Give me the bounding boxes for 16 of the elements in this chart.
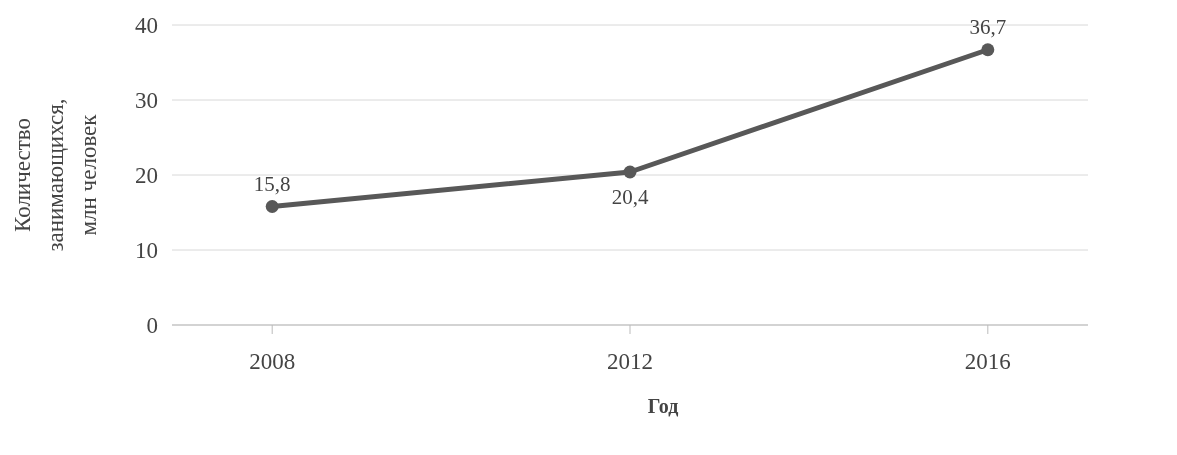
x-tick-label: 2012 <box>607 349 653 374</box>
point <box>981 43 995 57</box>
y-tick-label: 30 <box>135 88 158 114</box>
data-label: 36,7 <box>969 14 1007 39</box>
y-axis-title: Количество занимающихся, млн человек <box>10 98 101 252</box>
x-axis-title: Год <box>647 395 679 417</box>
x-tick-label: 2008 <box>249 349 296 374</box>
x-tick-label: 2016 <box>964 349 1011 374</box>
y-tick-label: 40 <box>135 13 158 39</box>
point <box>265 200 279 213</box>
y-tick-label: 0 <box>146 313 158 339</box>
data-label: 20,4 <box>611 185 649 209</box>
point <box>623 165 637 179</box>
y-tick-label: 10 <box>135 238 158 264</box>
data-label: 15,8 <box>253 171 291 196</box>
y-tick-label: 20 <box>135 163 158 189</box>
